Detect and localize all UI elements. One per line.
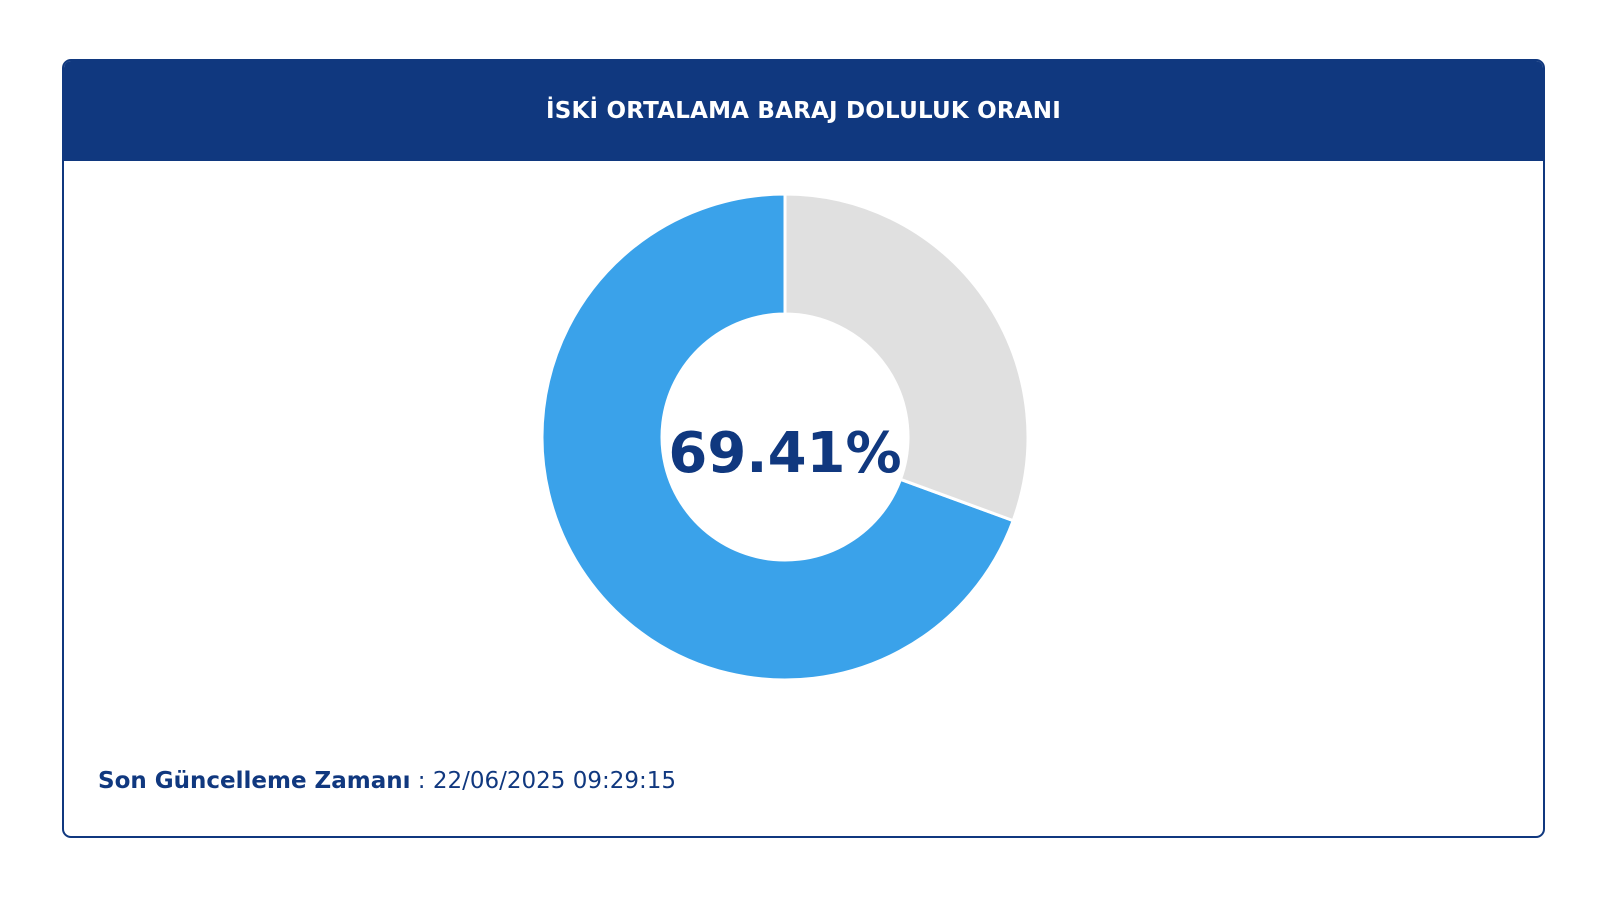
dam-occupancy-card: İSKİ ORTALAMA BARAJ DOLULUK ORANI 69.41%… — [62, 59, 1545, 838]
empty-slice — [783, 192, 1030, 523]
card-header: İSKİ ORTALAMA BARAJ DOLULUK ORANI — [64, 61, 1543, 161]
center-percentage-label: 69.41% — [668, 421, 901, 486]
filled-slice — [540, 192, 1016, 682]
last-update-label: Son Güncelleme Zamanı — [98, 768, 411, 794]
card-title: İSKİ ORTALAMA BARAJ DOLULUK ORANI — [546, 98, 1061, 124]
last-update-row: Son Güncelleme Zamanı : 22/06/2025 09:29… — [98, 768, 676, 794]
last-update-value: 22/06/2025 09:29:15 — [432, 768, 677, 794]
donut-chart: 69.41% — [540, 192, 1030, 682]
last-update-separator: : — [410, 768, 433, 794]
